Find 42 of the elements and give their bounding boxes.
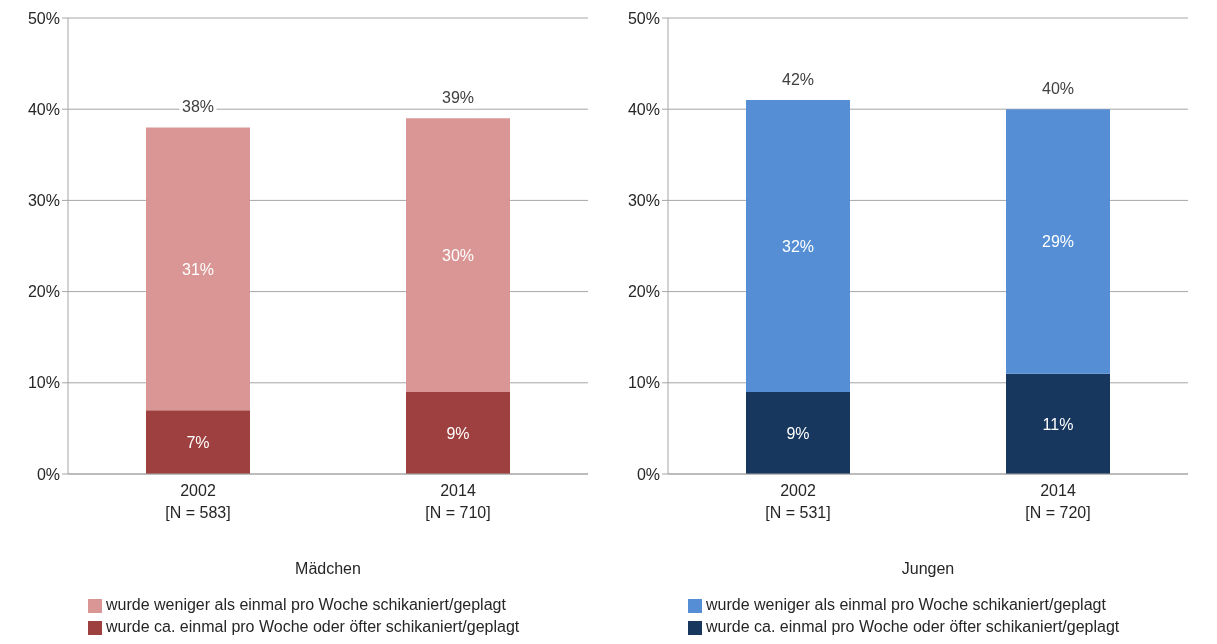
y-tick-label: 10% [27,374,60,392]
bar [146,127,250,411]
bar [1006,373,1110,474]
bar [746,100,850,392]
bar [146,410,250,474]
data-label: 32% [781,238,815,255]
legend-label: wurde ca. einmal pro Woche oder öfter schikaniert/geplagt [706,618,1120,635]
y-tick-label: 0% [36,465,60,483]
bar [406,391,510,474]
y-tick-label: 50% [27,9,60,27]
bar [1006,109,1110,374]
total-label: 39% [441,89,475,107]
x-axis-title: Mädchen [295,560,361,577]
y-tick-label: 20% [27,283,60,301]
total-label: 38% [181,98,215,116]
bar [746,391,850,474]
data-label: 31% [181,260,215,278]
y-tick-label: 40% [27,100,60,118]
y-tick-label: 30% [27,192,60,210]
y-tick-label: 20% [627,283,660,301]
y-tick-label: 10% [627,374,660,392]
x-tick-label: 2002 [N = 583] [165,482,231,521]
x-tick-label: 2014 [N = 710] [425,482,491,521]
total-label: 42% [781,71,815,89]
data-label: 30% [441,247,475,265]
y-tick-label: 50% [627,9,660,27]
legend-label: wurde weniger als einmal pro Woche schikaniert/geplagt [106,596,506,613]
y-tick-label: 40% [627,100,660,118]
data-label: 9% [446,424,470,442]
y-tick-label: 0% [636,465,660,483]
bar [406,118,510,392]
x-tick-label: 2002 [N = 531] [765,482,831,521]
data-label: 11% [1042,415,1074,433]
x-tick-label: 2014 [N = 720] [1025,482,1091,521]
data-label: 9% [786,424,810,442]
data-label: 29% [1041,233,1075,251]
x-axis-title: Jungen [901,560,955,577]
total-label: 40% [1041,80,1075,98]
data-label: 7% [186,434,210,452]
y-tick-label: 30% [627,192,660,210]
legend-label: wurde weniger als einmal pro Woche schikaniert/geplagt [706,596,1106,613]
legend-label: wurde ca. einmal pro Woche oder öfter schikaniert/geplagt [106,618,520,635]
